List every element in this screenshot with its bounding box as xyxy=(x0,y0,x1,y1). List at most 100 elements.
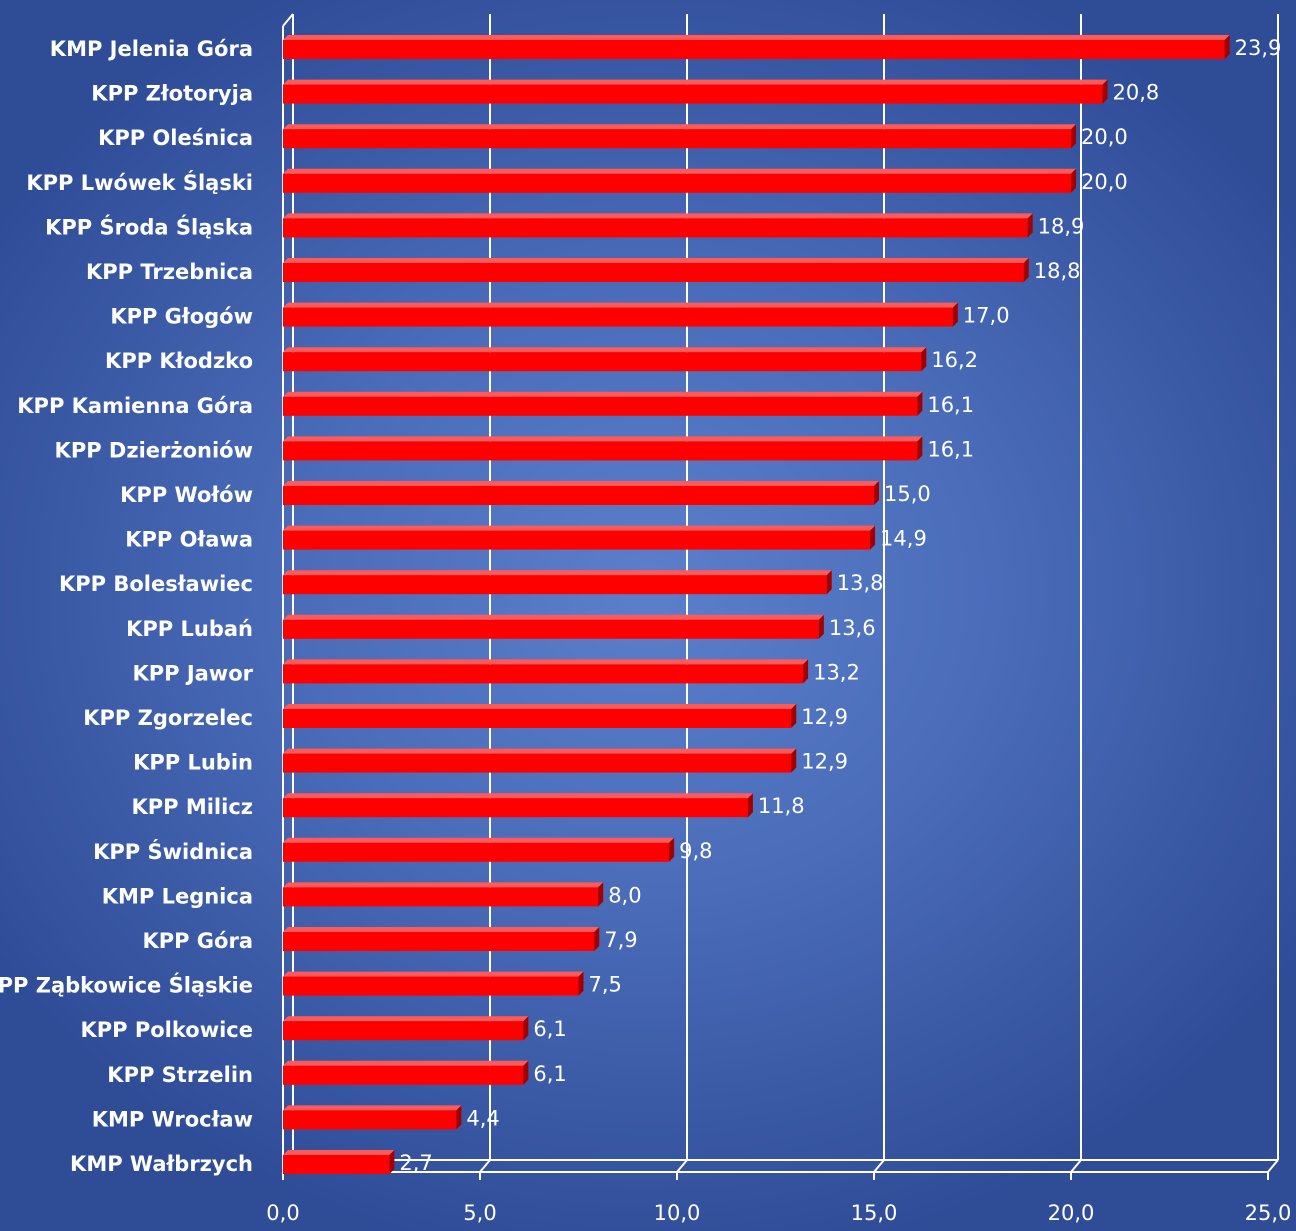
category-label: KPP Jawor xyxy=(132,661,253,685)
bar-side xyxy=(826,570,832,595)
y-axis-top xyxy=(282,13,294,27)
bar-side xyxy=(791,704,797,728)
bar-top xyxy=(283,837,675,843)
bar-side xyxy=(594,927,600,951)
bar xyxy=(283,748,797,773)
category-label: KMP Wrocław xyxy=(92,1107,253,1131)
floor-gridline xyxy=(676,1159,688,1173)
value-label: 9,8 xyxy=(679,839,712,863)
value-label: 18,8 xyxy=(1034,259,1081,283)
bar xyxy=(283,35,1230,59)
value-label: 20,8 xyxy=(1113,81,1160,105)
bar xyxy=(283,213,1033,238)
bar-top xyxy=(283,35,1230,40)
axes xyxy=(282,13,1278,1180)
bar-front xyxy=(283,709,792,728)
value-label: 23,9 xyxy=(1235,36,1282,60)
category-label: KPP Bolesławiec xyxy=(59,572,253,596)
value-label: 18,9 xyxy=(1038,214,1085,238)
bar-side xyxy=(1102,79,1108,104)
floor-gridline xyxy=(1267,1159,1279,1173)
bar-side xyxy=(921,347,927,372)
value-label: 6,1 xyxy=(533,1062,566,1086)
bar-side xyxy=(917,391,923,416)
bar-top xyxy=(283,927,600,932)
value-label: 6,1 xyxy=(533,1017,566,1041)
bar-front xyxy=(283,976,579,996)
bar xyxy=(283,1060,529,1085)
bar-top xyxy=(283,302,958,308)
bar-top xyxy=(283,971,584,977)
labels: 0,0 5,0 10,0 15,0 20,0 25,0 KMP Jelenia Góra 23… xyxy=(0,36,1291,1225)
bar xyxy=(283,971,584,996)
value-label: 15,0 xyxy=(884,482,931,506)
bar-front xyxy=(283,1110,457,1130)
category-label: KMP Jelenia Góra xyxy=(50,37,253,61)
bar-side xyxy=(747,793,753,818)
bar xyxy=(283,525,876,550)
category-label: KPP Góra xyxy=(142,929,253,953)
value-label: 12,9 xyxy=(801,705,848,729)
bar xyxy=(283,1016,529,1041)
bar-front xyxy=(283,1065,524,1085)
bar xyxy=(283,481,879,505)
floor-gridline xyxy=(873,1159,885,1173)
bar-front xyxy=(283,263,1024,282)
bar xyxy=(283,793,753,818)
bar-side xyxy=(598,882,604,907)
bar-front xyxy=(283,664,804,684)
bar-top xyxy=(283,79,1108,85)
bar-top xyxy=(283,347,927,353)
bar xyxy=(283,837,675,862)
bar-top xyxy=(283,570,832,576)
bar-top xyxy=(283,124,1076,130)
bar-front xyxy=(283,218,1028,238)
category-label: KPP Wołów xyxy=(120,483,253,507)
category-label: KPP Złotoryja xyxy=(91,82,253,106)
category-label: KPP Milicz xyxy=(131,795,253,819)
category-label: KMP Wałbrzych xyxy=(70,1152,253,1176)
bar xyxy=(283,704,797,728)
category-label: KPP Środa Śląska xyxy=(45,214,253,239)
value-label: 16,1 xyxy=(927,437,974,461)
bar xyxy=(283,391,923,416)
bar-side xyxy=(456,1105,462,1130)
category-label: KPP Ząbkowice Śląskie xyxy=(0,973,253,998)
value-label: 2,7 xyxy=(399,1151,432,1175)
category-label: KPP Dzierżoniów xyxy=(55,438,253,462)
bar-side xyxy=(1023,258,1029,282)
bar-top xyxy=(283,391,923,397)
bar xyxy=(283,79,1108,104)
bar xyxy=(283,614,824,639)
bar-front xyxy=(283,441,918,461)
value-label: 20,0 xyxy=(1081,125,1128,149)
x-tick-label: 15,0 xyxy=(851,1201,898,1225)
bar-front xyxy=(283,1155,390,1174)
value-label: 14,9 xyxy=(880,527,927,551)
bar-front xyxy=(283,173,1071,193)
bar xyxy=(283,659,809,684)
category-label: KPP Oleśnica xyxy=(98,126,253,150)
value-label: 7,5 xyxy=(589,973,622,997)
floor-gridline xyxy=(479,1159,491,1173)
category-label: KPP Lwówek Śląski xyxy=(26,170,253,195)
bar-side xyxy=(1224,35,1230,59)
bar-front xyxy=(283,575,827,595)
category-label: KPP Trzebnica xyxy=(86,260,253,284)
category-label: KPP Kłodzko xyxy=(105,349,253,373)
bar xyxy=(283,168,1076,193)
bar-side xyxy=(578,971,584,996)
bar xyxy=(283,570,832,595)
value-label: 13,2 xyxy=(813,660,860,684)
bar-side xyxy=(818,614,824,639)
bar-side xyxy=(669,837,675,862)
bar-top xyxy=(283,213,1033,219)
bar-top xyxy=(283,258,1029,263)
category-label: KPP Lubin xyxy=(133,751,253,775)
bar-top xyxy=(283,1016,529,1022)
bar xyxy=(283,347,927,372)
bar-top xyxy=(283,168,1076,174)
value-label: 12,9 xyxy=(801,750,848,774)
bar xyxy=(283,1150,395,1174)
bar-front xyxy=(283,352,922,372)
